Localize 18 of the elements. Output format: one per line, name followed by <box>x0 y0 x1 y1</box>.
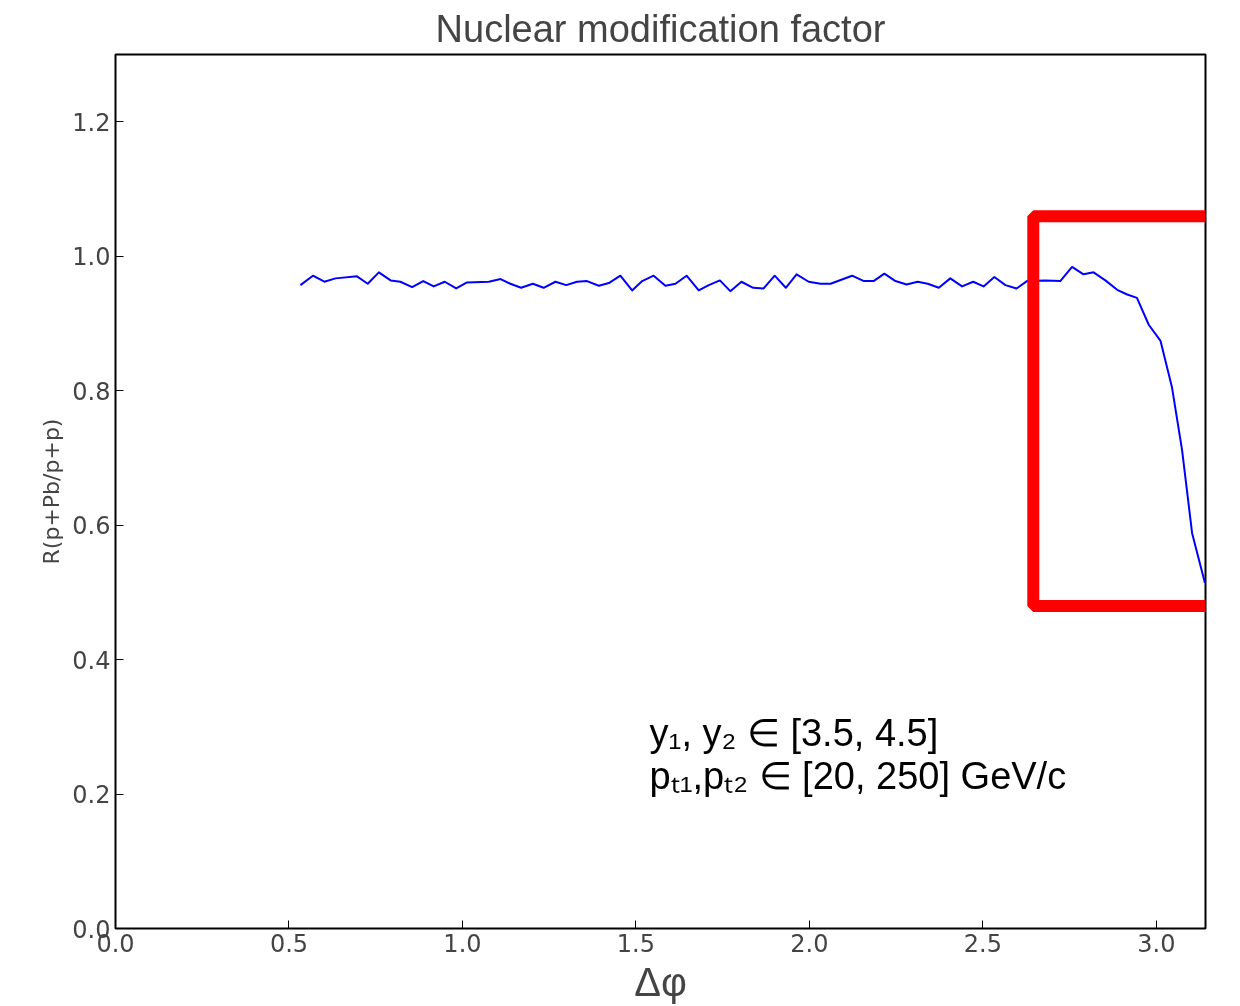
x-tick-label: 2.0 <box>790 929 829 958</box>
chart-title: Nuclear modification factor <box>435 7 886 50</box>
x-tick-label: 3.0 <box>1137 929 1176 958</box>
x-tick-label: 1.0 <box>443 929 482 958</box>
y-axis-title: R(p+Pb/p+p) <box>39 418 65 565</box>
y-tick-label: 1.2 <box>72 108 111 137</box>
x-tick-label: 2.5 <box>963 929 1002 958</box>
y-tick-label: 0.4 <box>72 646 111 675</box>
x-axis-title: Δφ <box>634 959 687 1004</box>
y-tick-label: 0.8 <box>72 377 111 406</box>
annotation: y₁, y₂ ∈ [3.5, 4.5] <box>649 711 939 754</box>
y-tick-label: 0.6 <box>72 512 111 541</box>
x-tick-label: 1.5 <box>616 929 656 958</box>
y-tick-label: 1.0 <box>72 243 111 272</box>
annotation: pₜ₁,pₜ₂ ∈ [20, 250] GeV/c <box>649 755 1067 798</box>
x-tick-label: 0.5 <box>269 929 309 958</box>
y-tick-label: 0.2 <box>72 781 111 810</box>
line-series <box>299 265 1206 584</box>
